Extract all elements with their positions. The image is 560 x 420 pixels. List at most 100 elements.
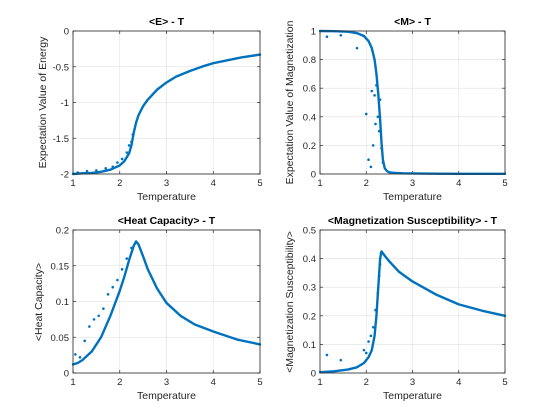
magnetization-axes-box [319,30,506,175]
magnetization-ytick-label: 0.4 [303,112,316,123]
susceptibility-data-point [378,263,382,266]
energy-ticks: 1 2 3 4 5 -2 -1.5 -1 -0.5 0 [53,27,263,190]
magnetization-data-point [376,115,380,119]
magnetization-data-point [355,46,359,50]
energy-data-point [104,166,108,170]
magnetization-scatter-points [325,33,385,169]
magnetization-subplot-xlabel: Temperature [383,191,442,203]
magnetization-data-point [375,84,378,87]
susceptibility-data-point [379,251,383,255]
heat-capacity-subplot-xlabel: Temperature [137,390,196,402]
energy-data-point [76,171,79,174]
energy-data-point [85,169,89,173]
energy-ytick-label: -1 [61,98,69,109]
energy-xtick-label: 3 [164,178,169,189]
susceptibility-data-point [369,334,373,338]
magnetization-xtick-label: 4 [456,178,461,189]
susceptibility-data-point [377,274,381,278]
energy-subplot: <E> - T Temperature Expectation Value of… [37,16,263,203]
energy-axes-box [72,30,261,175]
susceptibility-subplot: <Magnetization Susceptibility> - T Tempe… [284,215,508,402]
susceptibility-subplot-title: <Magnetization Susceptibility> - T [328,215,498,227]
energy-data-point [111,165,115,169]
susceptibility-data-point [376,291,380,295]
energy-subplot-title: <E> - T [149,16,185,28]
heat-capacity-xtick-label: 1 [70,377,75,388]
energy-curve [71,53,262,176]
magnetization-data-point [325,35,329,39]
heat-capacity-data-point [92,318,96,321]
energy-data-point [130,140,133,144]
heat-capacity-data-point [120,268,124,271]
susceptibility-data-point [371,325,375,329]
magnetization-curve [318,29,507,176]
energy-scatter-points [76,133,135,174]
magnetization-data-point [370,89,374,93]
magnetization-data-point [377,129,381,133]
magnetization-xtick-label: 1 [317,178,322,189]
heat-capacity-xtick-label: 5 [257,377,262,388]
magnetization-ytick-label: 0.6 [303,84,316,95]
magnetization-data-point [381,161,385,164]
magnetization-data-point [378,98,382,101]
magnetization-data-point [367,158,370,161]
heat-capacity-axes-box [72,229,261,374]
magnetization-xtick-label: 5 [502,178,507,189]
energy-xtick-label: 1 [70,178,75,189]
magnetization-data-point [380,146,383,150]
heat-capacity-ytick-label: 0.1 [56,297,69,308]
heat-capacity-data-point [83,339,86,343]
magnetization-data-point [339,33,343,37]
heat-capacity-scatter-points [74,246,133,359]
susceptibility-xtick-label: 2 [364,377,369,388]
magnetization-xtick-label: 2 [364,178,369,189]
energy-data-point [125,151,129,154]
magnetization-subplot-title: <M> - T [394,16,431,28]
susceptibility-xtick-label: 1 [317,377,322,388]
magnetization-ytick-label: 0 [311,170,316,181]
susceptibility-data-point [325,353,329,357]
susceptibility-xtick-label: 5 [502,377,507,388]
heat-capacity-curve [71,240,262,366]
susceptibility-axes-box [319,229,506,374]
energy-data-point [131,133,135,136]
energy-ytick-label: -0.5 [53,62,69,73]
magnetization-ytick-label: 1 [311,27,316,38]
susceptibility-data-point [362,348,366,352]
magnetization-ytick-label: 0.2 [303,141,316,152]
susceptibility-subplot-ylabel: <Magnetization Susceptibility> [284,231,296,373]
susceptibility-xtick-label: 4 [456,377,461,388]
magnetization-subplot-ylabel: Expectation Value of Magnetization [284,20,296,184]
susceptibility-ytick-label: 0.5 [303,226,316,237]
heat-capacity-data-point [97,314,101,318]
energy-ytick-label: -2 [61,170,69,181]
susceptibility-ytick-label: 0.2 [303,311,316,322]
magnetization-data-point [374,122,377,126]
heat-capacity-data-point [106,293,110,296]
energy-ytick-label: -1.5 [53,134,69,145]
energy-data-point [116,161,119,164]
heat-capacity-ytick-label: 0.05 [51,333,70,344]
susceptibility-ytick-label: 0.1 [303,340,316,351]
heat-capacity-ytick-label: 0.2 [56,226,69,237]
susceptibility-scatter-points [325,251,383,362]
heat-capacity-xtick-label: 4 [211,377,216,388]
susceptibility-xtick-label: 3 [410,377,415,388]
heat-capacity-subplot-title: <Heat Capacity> - T [118,215,216,227]
energy-data-point [120,157,124,161]
energy-ytick-label: 0 [64,27,69,38]
susceptibility-ytick-label: 0.3 [303,283,316,294]
magnetization-subplot: <M> - T Temperature Expectation Value of… [284,16,508,203]
susceptibility-data-point [364,351,368,355]
susceptibility-curve [318,250,507,374]
energy-xtick-label: 5 [257,178,262,189]
energy-data-point [95,169,98,172]
susceptibility-ytick-label: 0.4 [303,254,316,265]
heat-capacity-data-point [125,257,129,260]
heat-capacity-ytick-label: 0 [64,369,69,380]
heat-capacity-data-point [102,307,105,310]
energy-xtick-label: 2 [117,178,122,189]
magnetization-data-point [371,144,375,147]
heat-capacity-ytick-label: 0.15 [51,261,70,272]
susceptibility-data-point [339,358,343,362]
